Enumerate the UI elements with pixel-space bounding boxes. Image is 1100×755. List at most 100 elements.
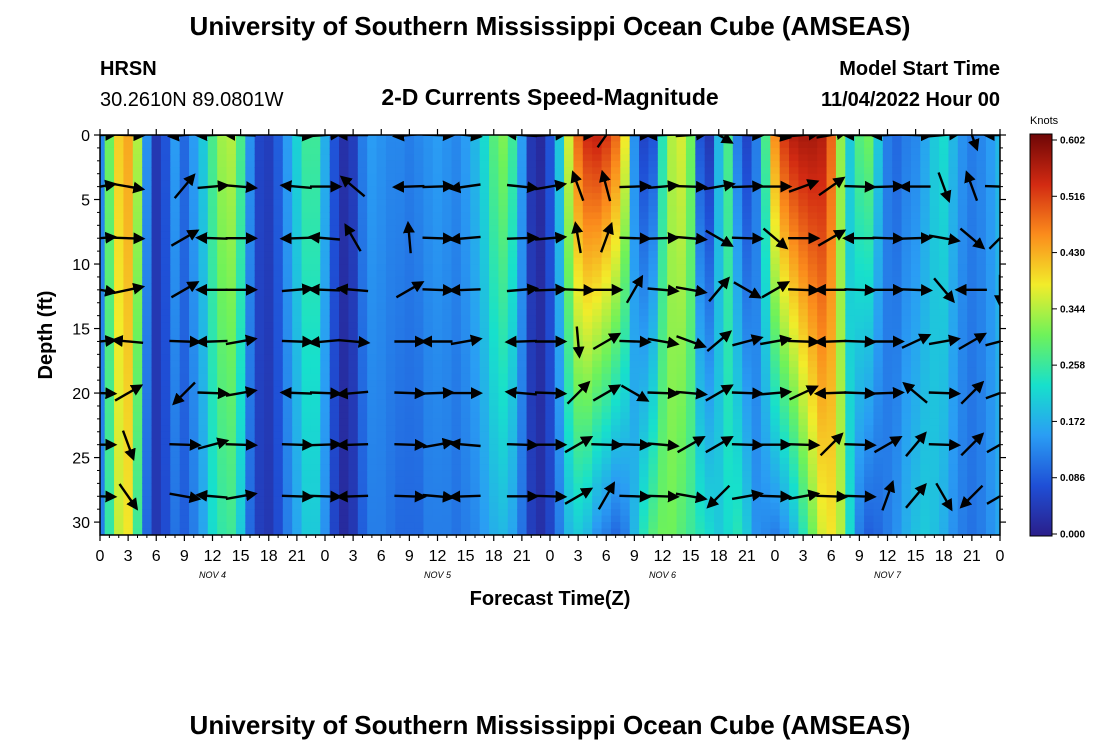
heatmap-cell (385, 205, 396, 214)
heatmap-cell (545, 425, 556, 433)
heatmap-cell (620, 193, 631, 201)
heatmap-cell (179, 322, 190, 330)
heatmap-cell (667, 205, 678, 214)
heatmap-cell (301, 302, 312, 310)
heatmap-cell (648, 154, 659, 162)
heatmap-cell (517, 141, 528, 149)
heatmap-cell (235, 251, 246, 259)
heatmap-cell (348, 489, 359, 497)
heatmap-cell (292, 367, 303, 375)
heatmap-cell (254, 354, 265, 362)
heatmap-cell (114, 431, 125, 439)
heatmap-cell (310, 405, 321, 414)
heatmap-cell (564, 470, 575, 478)
heatmap-cell (507, 218, 518, 226)
heatmap-cell (723, 244, 734, 252)
heatmap-cell (367, 418, 378, 426)
heatmap-cell (798, 438, 809, 446)
heatmap-cell (367, 257, 378, 265)
heatmap-cell (207, 341, 218, 349)
heatmap-cell (573, 476, 584, 484)
heatmap-cell (526, 173, 537, 181)
heatmap-cell (742, 205, 753, 214)
heatmap-cell (348, 373, 359, 381)
heatmap-cell (517, 405, 528, 414)
heatmap-cell (339, 154, 350, 162)
heatmap-cell (498, 386, 509, 394)
heatmap-cell (620, 444, 631, 452)
heatmap-cell (845, 264, 856, 272)
heatmap-cell (160, 341, 171, 349)
heatmap-cell (835, 341, 846, 349)
heatmap-cell (292, 238, 303, 246)
heatmap-cell (554, 147, 565, 155)
heatmap-cell (451, 347, 462, 355)
heatmap-cell (245, 483, 256, 491)
heatmap-cell (817, 412, 828, 420)
heatmap-cell (554, 173, 565, 181)
heatmap-cell (760, 257, 771, 265)
heatmap-cell (273, 431, 284, 439)
heatmap-cell (100, 289, 106, 297)
heatmap-cell (629, 489, 640, 497)
heatmap-cell (545, 489, 556, 497)
heatmap-cell (348, 180, 359, 188)
heatmap-cell (545, 199, 556, 207)
heatmap-cell (442, 225, 453, 233)
heatmap-cell (226, 302, 237, 310)
heatmap-cell (489, 270, 500, 278)
heatmap-cell (685, 515, 696, 523)
heatmap-cell (779, 160, 790, 168)
heatmap-cell (404, 270, 415, 278)
heatmap-cell (385, 276, 396, 284)
heatmap-cell (320, 470, 331, 478)
heatmap-cell (198, 393, 209, 401)
heatmap-cell (592, 251, 603, 259)
heatmap-cell (339, 302, 350, 310)
heatmap-cell (704, 180, 715, 188)
heatmap-cell (235, 425, 246, 433)
heatmap-cell (189, 347, 200, 355)
heatmap-cell (526, 373, 537, 381)
heatmap-cell (104, 476, 115, 484)
heatmap-cell (592, 509, 603, 517)
heatmap-cell (479, 393, 490, 401)
heatmap-cell (498, 347, 509, 355)
heatmap-cell (826, 418, 837, 426)
heatmap-cell (123, 354, 134, 362)
heatmap-cell (742, 457, 753, 465)
heatmap-cell (845, 154, 856, 162)
heatmap-cell (189, 425, 200, 433)
heatmap-cell (479, 322, 490, 330)
heatmap-cell (104, 464, 115, 472)
heatmap-cell (395, 367, 406, 375)
heatmap-cell (760, 167, 771, 175)
heatmap-cell (179, 457, 190, 465)
heatmap-cell (648, 251, 659, 259)
heatmap-cell (142, 341, 153, 349)
heatmap-cell (564, 405, 575, 414)
heatmap-cell (414, 238, 425, 246)
heatmap-cell (432, 380, 443, 388)
heatmap-cell (310, 276, 321, 284)
heatmap-cell (357, 393, 368, 401)
heatmap-cell (207, 289, 218, 297)
heatmap-cell (657, 244, 668, 252)
heatmap-cell (564, 418, 575, 426)
heatmap-cell (582, 199, 593, 207)
heatmap-cell (301, 270, 312, 278)
heatmap-cell (657, 276, 668, 284)
heatmap-cell (620, 476, 631, 484)
heatmap-cell (639, 451, 650, 459)
heatmap-cell (592, 483, 603, 491)
heatmap-cell (770, 180, 781, 188)
heatmap-cell (620, 367, 631, 375)
heatmap-cell (357, 367, 368, 375)
heatmap-cell (695, 483, 706, 491)
heatmap-cell (676, 251, 687, 259)
heatmap-cell (273, 425, 284, 433)
heatmap-cell (310, 302, 321, 310)
heatmap-cell (657, 367, 668, 375)
heatmap-cell (817, 180, 828, 188)
heatmap-cell (470, 205, 481, 214)
